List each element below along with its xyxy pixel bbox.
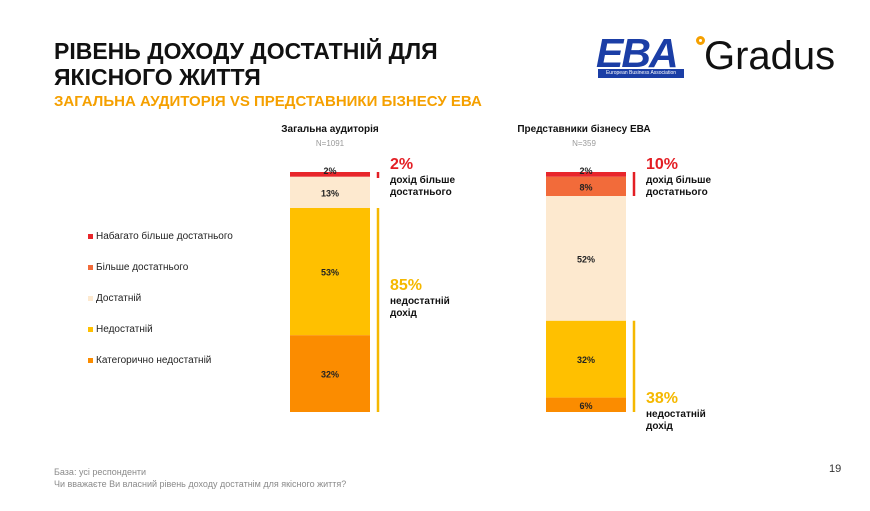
annotation-value-3: 38% xyxy=(646,390,678,407)
annotation-label-2-1: достатнього xyxy=(646,187,708,198)
eba-logo: EBA European Business Association xyxy=(596,30,688,82)
annotation-value-1: 85% xyxy=(390,277,422,294)
legend-swatch-3 xyxy=(88,327,93,332)
column-header-0: Загальна аудиторія xyxy=(281,124,379,135)
footer-question: Чи вважаєте Ви власний рівень доходу дос… xyxy=(54,479,347,489)
bar-segment-1-0 xyxy=(546,172,626,177)
legend-label-2: Достатній xyxy=(96,293,141,304)
annotation-label-2-0: дохід більше xyxy=(646,174,711,186)
bar-segment-0-2 xyxy=(290,176,370,208)
annotation-label-0-1: достатнього xyxy=(390,187,452,198)
bar-segment-0-0 xyxy=(290,172,370,177)
sample-size-0: N=1091 xyxy=(316,139,345,148)
annotation-value-0: 2% xyxy=(390,156,413,173)
bar-segment-1-3 xyxy=(546,320,626,398)
annotation-label-1-0: недостатній xyxy=(390,296,450,307)
annotation-label-0-0: дохід більше xyxy=(390,174,455,186)
bar-segment-1-4 xyxy=(546,397,626,412)
legend-swatch-4 xyxy=(88,358,93,363)
bar-label-1-3: 32% xyxy=(577,355,595,365)
annotation-label-3-1: дохід xyxy=(646,421,674,432)
bar-label-0-3: 53% xyxy=(321,268,339,278)
legend-label-0: Набагато більше достатнього xyxy=(96,230,233,242)
legend-label-1: Більше достатнього xyxy=(96,262,189,273)
sample-size-1: N=359 xyxy=(572,139,596,148)
page-number: 19 xyxy=(829,463,842,475)
legend-swatch-0 xyxy=(88,234,93,239)
page-title: РІВЕНЬ ДОХОДУ ДОСТАТНІЙ ДЛЯ ЯКІСНОГО ЖИТ… xyxy=(54,38,438,90)
annotation-value-2: 10% xyxy=(646,156,678,173)
gradus-logo-text: Gradus xyxy=(704,34,836,78)
bar-segment-1-1 xyxy=(546,176,626,196)
gradus-logo: Gradus xyxy=(696,34,856,84)
bar-segment-1-2 xyxy=(546,196,626,321)
footer-note: База: усі респонденти Чи вважаєте Ви вла… xyxy=(54,466,346,490)
legend-swatch-2 xyxy=(88,296,93,301)
eba-logo-tagline: European Business Association xyxy=(598,69,684,78)
bar-label-0-0: 2% xyxy=(323,166,336,176)
bar-label-0-4: 32% xyxy=(321,370,339,380)
bar-label-1-1: 8% xyxy=(579,182,592,192)
footer-base: База: усі респонденти xyxy=(54,467,147,477)
bar-label-1-0: 2% xyxy=(579,166,592,176)
eba-logo-text: EBA xyxy=(596,30,679,76)
page-subtitle: ЗАГАЛЬНА АУДИТОРІЯ VS ПРЕДСТАВНИКИ БІЗНЕ… xyxy=(54,93,482,110)
bar-label-1-4: 6% xyxy=(579,401,592,411)
legend-label-4: Категорично недостатній xyxy=(96,355,211,366)
bar-label-0-2: 13% xyxy=(321,188,339,198)
gradus-logo-dot xyxy=(696,36,705,45)
legend-swatch-1 xyxy=(88,265,93,270)
column-header-1: Представники бізнесу ЕВА xyxy=(517,123,650,135)
legend-label-3: Недостатній xyxy=(96,324,153,335)
annotation-label-3-0: недостатній xyxy=(646,409,706,420)
bar-segment-0-4 xyxy=(290,335,370,412)
bar-label-1-2: 52% xyxy=(577,254,595,264)
bar-segment-0-3 xyxy=(290,208,370,336)
annotation-label-1-1: дохід xyxy=(390,308,418,319)
